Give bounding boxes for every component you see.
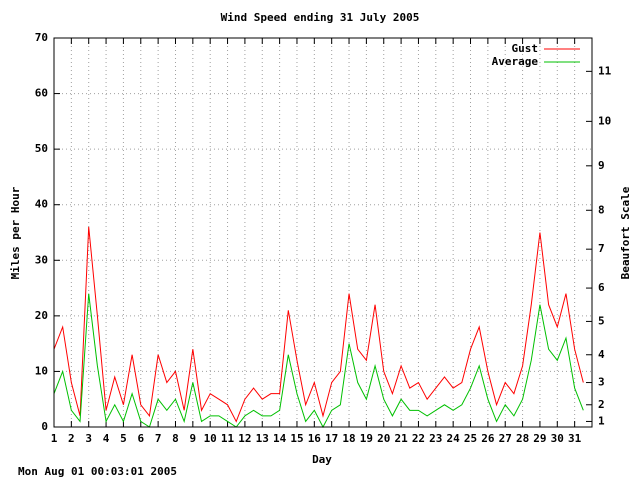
x-tick-label: 12: [238, 432, 251, 445]
y-tick-label: 20: [35, 309, 48, 322]
legend-label: Gust: [512, 42, 539, 55]
x-tick-label: 17: [325, 432, 338, 445]
y2-tick-label: 3: [598, 376, 605, 389]
x-tick-label: 23: [429, 432, 442, 445]
y-tick-label: 60: [35, 87, 48, 100]
data-line: [53, 226, 584, 423]
y2-tick-label: 4: [598, 348, 605, 361]
y-tick-label: 50: [35, 142, 48, 155]
data-line: [53, 293, 584, 429]
y-tick-label: 70: [35, 31, 48, 44]
y-tick-label: 30: [35, 253, 48, 266]
y2-tick-label: 11: [598, 64, 612, 77]
x-tick-label: 13: [256, 432, 269, 445]
x-tick-label: 20: [377, 432, 390, 445]
x-tick-label: 3: [85, 432, 92, 445]
y-tick-label: 0: [41, 420, 48, 433]
x-tick-label: 22: [412, 432, 425, 445]
y2-tick-label: 10: [598, 114, 611, 127]
y-tick-label: 40: [35, 198, 48, 211]
x-tick-label: 11: [221, 432, 235, 445]
x-tick-label: 30: [551, 432, 564, 445]
x-tick-label: 24: [447, 432, 461, 445]
x-tick-label: 1: [51, 432, 58, 445]
x-tick-label: 26: [481, 432, 495, 445]
y2-tick-label: 9: [598, 159, 605, 172]
x-tick-label: 27: [499, 432, 512, 445]
y2-tick-label: 6: [598, 281, 605, 294]
x-tick-label: 16: [308, 432, 322, 445]
x-tick-label: 7: [155, 432, 162, 445]
x-tick-label: 14: [273, 432, 287, 445]
x-tick-label: 15: [290, 432, 303, 445]
x-tick-label: 18: [342, 432, 355, 445]
x-tick-label: 5: [120, 432, 127, 445]
y2-axis-label: Beaufort Scale: [619, 186, 632, 279]
x-tick-label: 4: [103, 432, 110, 445]
plot-border: [53, 37, 593, 428]
y2-tick-label: 8: [598, 203, 605, 216]
x-tick-label: 31: [568, 432, 582, 445]
y-axis-label: Miles per Hour: [9, 186, 22, 279]
y2-tick-label: 2: [598, 398, 605, 411]
y2-tick-label: 5: [598, 314, 605, 327]
x-tick-label: 19: [360, 432, 373, 445]
x-tick-label: 28: [516, 432, 529, 445]
chart-title: Wind Speed ending 31 July 2005: [221, 11, 420, 24]
x-tick-label: 21: [394, 432, 408, 445]
y2-tick-label: 1: [598, 414, 605, 427]
y2-tick-label: 7: [598, 242, 605, 255]
x-tick-label: 9: [190, 432, 197, 445]
x-tick-label: 6: [137, 432, 144, 445]
timestamp: Mon Aug 01 00:03:01 2005: [18, 465, 177, 478]
x-axis-label: Day: [312, 453, 332, 466]
x-tick-label: 10: [204, 432, 217, 445]
x-tick-label: 2: [68, 432, 75, 445]
x-tick-label: 8: [172, 432, 179, 445]
y-tick-label: 10: [35, 364, 48, 377]
legend-label: Average: [492, 55, 539, 68]
x-tick-label: 29: [533, 432, 546, 445]
x-tick-label: 25: [464, 432, 477, 445]
